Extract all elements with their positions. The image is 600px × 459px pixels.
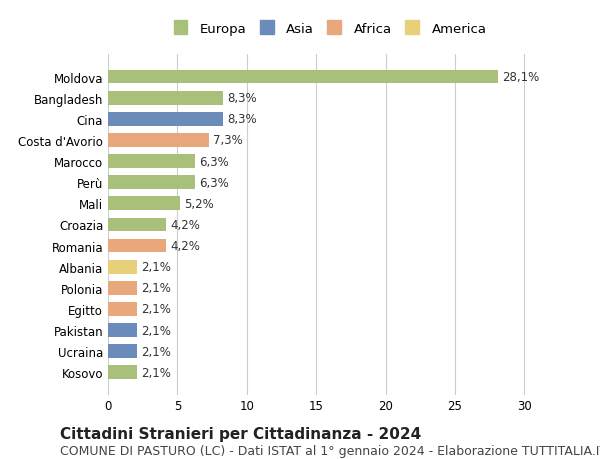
Bar [108,218,166,232]
Bar [108,134,209,147]
Text: 2,1%: 2,1% [142,366,171,379]
Bar [108,302,137,316]
Text: 2,1%: 2,1% [142,324,171,337]
Text: 4,2%: 4,2% [170,218,200,231]
Bar [108,345,137,358]
Legend: Europa, Asia, Africa, America: Europa, Asia, Africa, America [170,17,490,39]
Bar [108,176,196,190]
Text: 4,2%: 4,2% [170,240,200,252]
Text: Cittadini Stranieri per Cittadinanza - 2024: Cittadini Stranieri per Cittadinanza - 2… [60,425,421,441]
Text: 28,1%: 28,1% [502,71,539,84]
Text: 6,3%: 6,3% [200,155,229,168]
Bar [108,366,137,379]
Bar [108,324,137,337]
Text: 7,3%: 7,3% [214,134,243,147]
Bar [108,71,498,84]
Text: 8,3%: 8,3% [227,92,257,105]
Text: 6,3%: 6,3% [200,176,229,189]
Text: 2,1%: 2,1% [142,261,171,274]
Text: 2,1%: 2,1% [142,303,171,316]
Bar [108,155,196,168]
Bar [108,92,223,105]
Text: COMUNE DI PASTURO (LC) - Dati ISTAT al 1° gennaio 2024 - Elaborazione TUTTITALIA: COMUNE DI PASTURO (LC) - Dati ISTAT al 1… [60,444,600,457]
Bar [108,239,166,253]
Text: 8,3%: 8,3% [227,113,257,126]
Bar [108,197,180,211]
Text: 2,1%: 2,1% [142,282,171,295]
Bar [108,112,223,126]
Bar [108,281,137,295]
Text: 2,1%: 2,1% [142,345,171,358]
Text: 5,2%: 5,2% [184,197,214,210]
Bar [108,260,137,274]
